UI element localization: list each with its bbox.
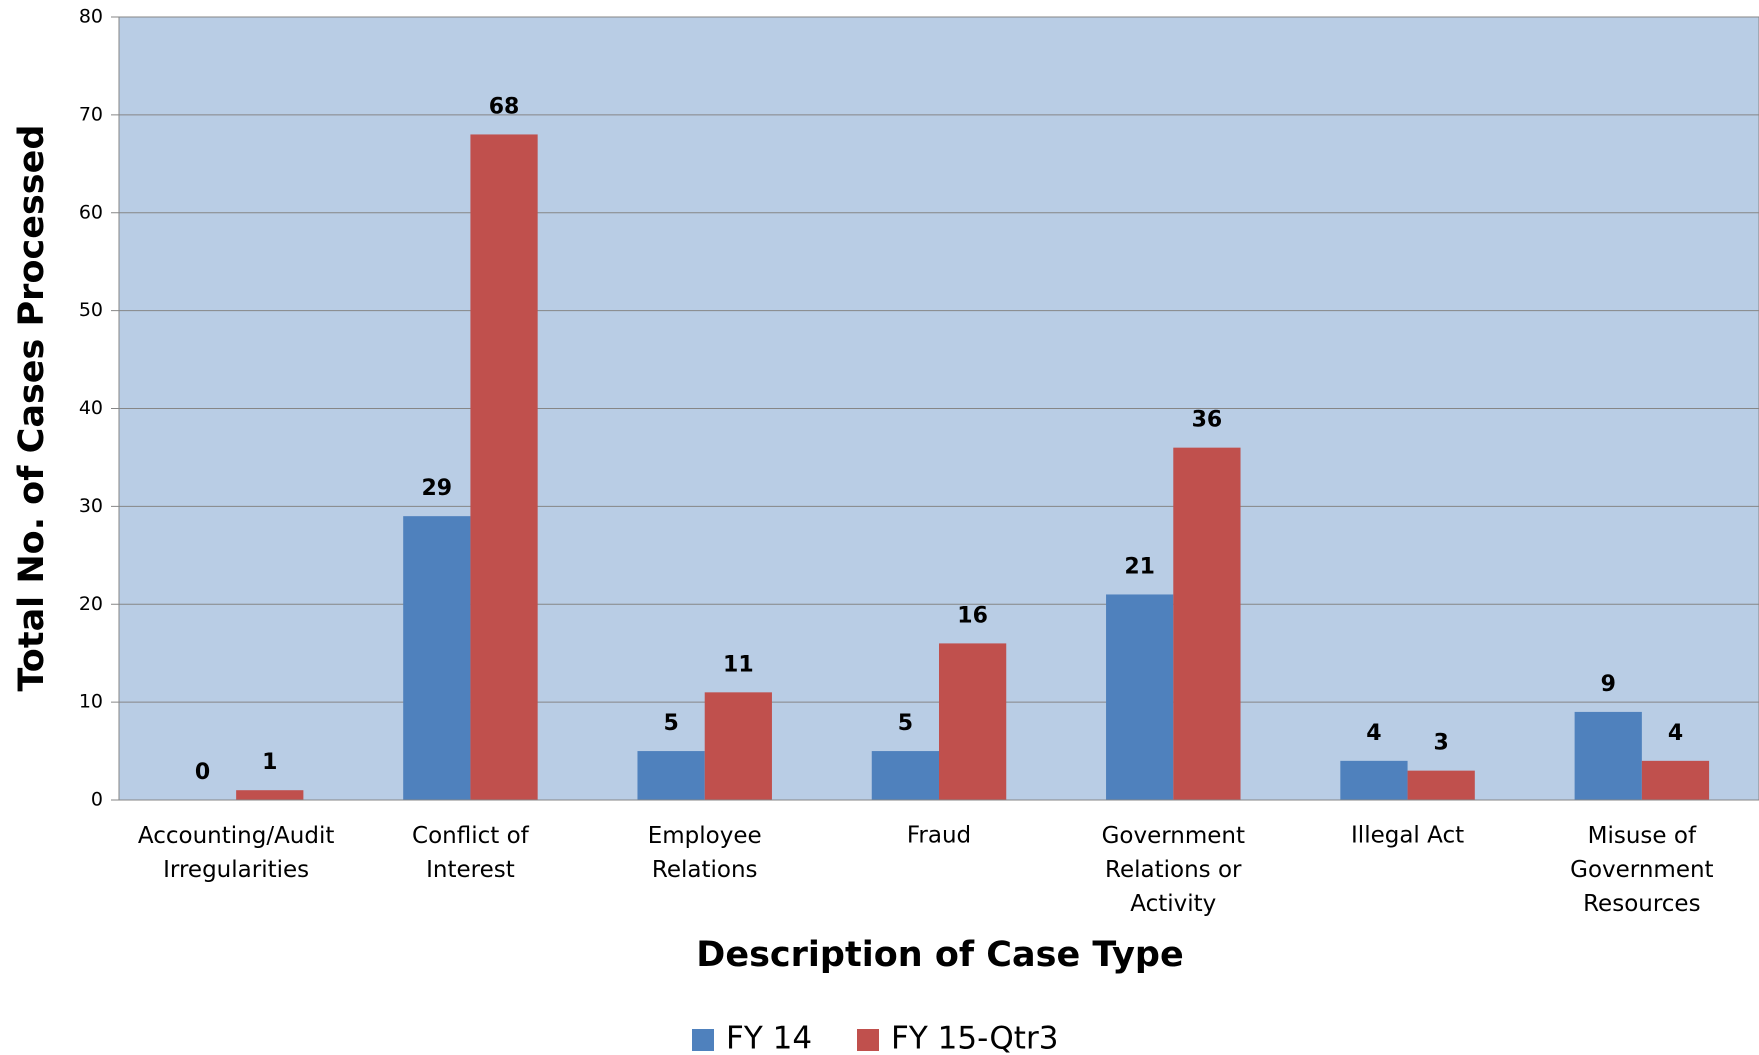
data-label: 5	[663, 711, 678, 736]
x-tick-label: Misuse of Government Resources	[1570, 823, 1713, 917]
data-label: 16	[957, 603, 988, 628]
x-tick-label: Illegal Act	[1351, 823, 1464, 849]
bar	[1106, 594, 1174, 800]
y-tick-label: 20	[79, 593, 103, 615]
data-label: 3	[1434, 731, 1449, 756]
bar	[470, 134, 538, 800]
data-label: 4	[1366, 721, 1381, 746]
legend-swatch	[692, 1029, 714, 1051]
bar	[1641, 760, 1710, 800]
y-tick-label: 70	[79, 103, 103, 125]
bar	[1173, 447, 1241, 800]
bar	[236, 790, 304, 800]
y-tick-label: 40	[79, 397, 103, 419]
x-tick-label: Government Relations or Activity	[1102, 823, 1245, 917]
data-label: 5	[898, 711, 913, 736]
y-tick-label: 10	[79, 691, 103, 713]
y-tick-label: 80	[79, 6, 103, 28]
bar	[1407, 770, 1475, 800]
data-label: 68	[489, 94, 520, 119]
data-label: 36	[1192, 408, 1223, 433]
data-label: 0	[195, 760, 210, 785]
data-label: 9	[1601, 672, 1616, 697]
y-tick-label: 60	[79, 201, 103, 223]
x-tick-label: Fraud	[907, 823, 971, 849]
bar	[403, 516, 471, 800]
bar	[1574, 711, 1642, 800]
data-label: 11	[723, 652, 754, 677]
x-axis-title: Description of Case Type	[696, 935, 1183, 975]
legend-label: FY 15-Qtr3	[891, 1021, 1058, 1055]
legend-label: FY 14	[726, 1021, 812, 1055]
y-tick-label: 50	[79, 299, 103, 321]
y-tick-label: 30	[79, 495, 103, 517]
bar	[939, 643, 1007, 800]
data-label: 29	[421, 476, 452, 501]
data-label: 4	[1668, 721, 1683, 746]
bar	[1340, 760, 1408, 800]
y-axis-title: Total No. of Cases Processed	[12, 125, 52, 692]
x-tick-label: Conflict of Interest	[412, 823, 530, 883]
y-tick-label: 0	[91, 789, 103, 811]
legend-swatch	[857, 1029, 879, 1051]
bar	[704, 692, 772, 800]
x-tick-label: Employee Relations	[648, 823, 762, 883]
x-tick-label: Accounting/Audit Irregularities	[138, 823, 335, 883]
data-label: 1	[262, 750, 277, 775]
data-label: 21	[1124, 554, 1155, 579]
bar	[637, 751, 705, 800]
bar	[871, 751, 939, 800]
